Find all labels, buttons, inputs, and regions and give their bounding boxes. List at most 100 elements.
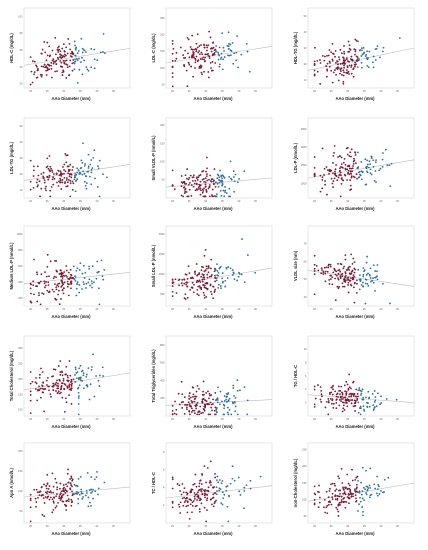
scatter-point [330, 503, 333, 506]
scatter-point [225, 400, 228, 403]
x-tick-label: 25 [188, 524, 191, 528]
scatter-point [358, 278, 361, 281]
scatter-point [215, 486, 218, 489]
scatter-point [188, 498, 191, 501]
y-tick-label: 20 [20, 172, 23, 176]
fit-line [307, 482, 415, 502]
scatter-point [201, 265, 203, 268]
scatter-point [49, 165, 52, 168]
x-tick-label: 45 [396, 417, 399, 421]
scatter-point [203, 490, 206, 493]
x-tick-label: 45 [112, 89, 115, 93]
scatter-point [44, 187, 47, 190]
scatter-point [98, 159, 101, 162]
y-tick-label: 1500 [301, 163, 307, 167]
scatter-point [349, 179, 352, 182]
scatter-point [338, 155, 341, 157]
scatter-point [46, 54, 49, 57]
scatter-point [197, 494, 200, 497]
scatter-point [221, 281, 224, 284]
scatter-point [76, 267, 79, 270]
scatter-point [210, 267, 212, 270]
scatter-point [35, 285, 37, 288]
scatter-point [70, 498, 73, 501]
scatter-point [357, 479, 359, 482]
scatter-point [29, 180, 32, 183]
scatter-point [384, 148, 387, 151]
scatter-point [330, 386, 333, 389]
scatter-point [189, 46, 192, 48]
scatter-point [42, 494, 45, 496]
scatter-point [202, 284, 205, 286]
scatter-point [239, 494, 242, 496]
scatter-point [350, 495, 353, 498]
scatter-point [352, 67, 355, 70]
scatter-point [207, 267, 210, 269]
scatter-point [69, 381, 72, 383]
scatter-point [324, 180, 326, 182]
scatter-point [339, 489, 342, 492]
scatter-point [90, 476, 93, 479]
y-tick-label: 200 [18, 449, 23, 453]
scatter-point [90, 171, 93, 174]
scatter-point [79, 262, 82, 265]
scatter-point [370, 157, 373, 159]
scatter-point [360, 62, 363, 64]
scatter-point [359, 280, 362, 282]
scatter-point [382, 46, 385, 49]
scatter-point [353, 275, 356, 278]
scatter-point [49, 195, 52, 198]
scatter-point [210, 290, 212, 293]
scatter-point [360, 55, 363, 57]
scatter-point [361, 178, 363, 181]
scatter-point [341, 282, 344, 285]
scatter-point [55, 173, 58, 176]
scatter-point [354, 395, 357, 398]
scatter-point [43, 179, 46, 181]
scatter-point [194, 61, 197, 64]
scatter-point [313, 273, 316, 276]
scatter-point [228, 408, 231, 411]
scatter-point [78, 395, 80, 397]
scatter-point [57, 365, 60, 367]
scatter-point [343, 157, 346, 160]
scatter-point [223, 407, 226, 410]
scatter-point [192, 393, 195, 396]
scatter-point [64, 492, 67, 494]
scatter-point [231, 269, 234, 271]
scatter-point [338, 477, 341, 480]
scatter-point [361, 53, 364, 56]
scatter-point [319, 62, 322, 64]
scatter-point [348, 50, 351, 53]
scatter-point [185, 182, 188, 185]
scatter-point [80, 492, 83, 495]
scatter-point [35, 377, 37, 379]
scatter-point [372, 264, 375, 267]
scatter-point [62, 487, 65, 490]
x-tick-label: 30 [204, 199, 207, 203]
scatter-point [45, 379, 48, 382]
scatter-point [215, 411, 218, 414]
scatter-point [67, 498, 70, 500]
scatter-point [31, 81, 34, 84]
scatter-point [223, 56, 226, 58]
y-axis-label: TG / HDL-C [293, 365, 298, 387]
fit-line [165, 267, 273, 287]
scatter-point [69, 273, 72, 276]
scatter-point [388, 164, 391, 167]
scatter-point [249, 479, 252, 482]
scatter-point [340, 183, 343, 185]
scatter-point [339, 501, 342, 504]
scatter-point [379, 403, 382, 406]
scatter-point [350, 399, 352, 402]
scatter-point [366, 159, 369, 162]
scatter-point [374, 487, 376, 490]
scatter-point [180, 175, 183, 177]
scatter-point [185, 505, 188, 508]
scatter-point [56, 181, 58, 184]
scatter-point [340, 495, 343, 498]
scatter-point [32, 175, 35, 177]
scatter-point [218, 403, 221, 406]
scatter-point [74, 180, 77, 182]
